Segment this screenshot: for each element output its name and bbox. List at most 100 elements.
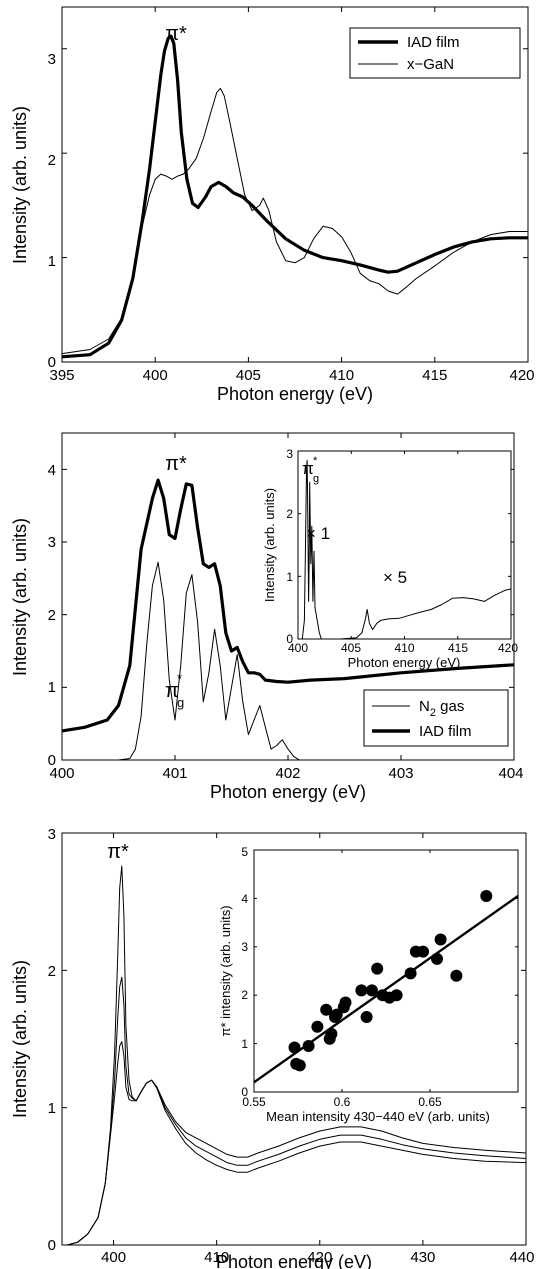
panel-1: 395 400 405 410 415 420 0 1 2 3 Photon e…	[10, 6, 535, 404]
panel-2-series-2-line	[61, 478, 515, 733]
panel-3-ticks	[62, 832, 527, 1246]
panel-1-x-tick-label: 395	[49, 367, 74, 384]
panel-3-inset-point	[360, 1011, 373, 1023]
panel-3-y-tick-label: 1	[48, 1100, 56, 1117]
panel-2-x-axis-title: Photon energy (eV)	[210, 782, 366, 802]
panel-2-inset-ticks	[297, 450, 512, 640]
panel-1-pi-star-label: π*	[165, 23, 187, 45]
panel-1-y-tick-label: 1	[48, 253, 56, 270]
panel-1-y-tick-label: 0	[48, 354, 56, 371]
panel-3-series-3-line	[67, 1041, 527, 1246]
panel-3-inset-y-tick-label: 1	[241, 1037, 248, 1051]
panel-2-y-tick-label: 2	[48, 607, 56, 624]
panel-2-inset: 400 405 410 415 420 0 1 2 3 Photon energ…	[262, 447, 518, 670]
panel-2-legend-n2-suffix: gas	[436, 698, 464, 715]
panel-2-series-layer	[61, 478, 515, 761]
panel-3-inset-point	[365, 984, 378, 997]
panel-3-inset-x-tick-label: 0.55	[242, 1095, 266, 1109]
panel-2-inset-pi-g-sup: *	[313, 455, 318, 467]
panel-3-inset-x-axis-title: Mean intensity 430−440 eV (arb. units)	[266, 1109, 490, 1124]
panel-1-x-axis-title: Photon energy (eV)	[217, 384, 373, 404]
panel-1-legend-box	[349, 27, 521, 79]
panel-3-y-tick-label: 0	[48, 1237, 56, 1254]
panel-3-inset-point	[417, 945, 429, 958]
panel-2-y-tick-label: 1	[48, 679, 56, 696]
panel-2-legend-n2-sub: 2	[430, 707, 436, 719]
panel-2-inset-series-layer	[298, 459, 512, 640]
panel-3-inset-point	[288, 1041, 301, 1054]
panel-1-y-axis-title: Intensity (arb. units)	[10, 106, 30, 264]
panel-3-y-axis-title: Intensity (arb. units)	[10, 960, 30, 1118]
panel-3-x-tick-label: 400	[101, 1249, 126, 1266]
panel-2-inset-times-5-label: × 5	[383, 568, 407, 587]
panel-2-pi-g-base: π	[165, 680, 179, 702]
panel-2-inset-pi-g-sub: g	[313, 473, 319, 485]
panel-3-inset-point	[302, 1040, 315, 1052]
panel-3-series-layer	[67, 865, 527, 1246]
panel-2-inset-pi-g-star-label: π g *	[302, 455, 319, 485]
panel-2-series-1-line	[62, 561, 514, 761]
panel-1-y-tick-label: 2	[48, 152, 56, 169]
panel-3-inset-ticks	[253, 849, 518, 1093]
panel-2-x-tick-label: 403	[388, 765, 413, 782]
panel-3-pi-star-label: π*	[107, 841, 129, 863]
panel-2-inset-x-tick-label: 420	[498, 641, 518, 655]
panel-2-y-axis-title: Intensity (arb. units)	[10, 518, 30, 676]
panel-3-inset-marks-layer	[253, 890, 519, 1084]
panel-2-pi-g-sup: *	[177, 671, 182, 686]
panel-1-legend: IAD film x−GaN	[349, 27, 521, 79]
panel-3-y-tick-label: 2	[48, 963, 56, 980]
panel-1-legend-label-iad: IAD film	[407, 34, 460, 51]
panel-2-pi-g-star-label: π g *	[165, 671, 184, 710]
panel-3-inset-point	[325, 1027, 338, 1040]
panel-1-x-tick-label: 415	[422, 367, 447, 384]
panel-3-inset-y-tick-label: 2	[241, 988, 248, 1002]
panel-2-pi-g-sub: g	[177, 695, 184, 710]
panel-1-legend-label-gan: x−GaN	[407, 56, 454, 73]
panel-3-inset-point	[434, 933, 447, 946]
panel-3-x-tick-label: 420	[307, 1249, 332, 1266]
panel-2-inset-y-tick-label: 2	[286, 507, 293, 521]
panel-3-inset-point	[480, 890, 493, 902]
panel-2-inset-background	[298, 451, 511, 639]
panel-3-inset-y-tick-label: 0	[241, 1085, 248, 1099]
panel-2-y-tick-label: 3	[48, 534, 56, 551]
panel-3-inset-point	[320, 1003, 333, 1016]
panel-1-series-2-line	[61, 87, 528, 355]
panel-3-inset-point	[371, 962, 384, 975]
panel-2-inset-x-tick-label: 400	[288, 641, 308, 655]
panel-2-legend-box	[363, 689, 509, 747]
panel-1-x-tick-label: 410	[329, 367, 354, 384]
panel-1-series-1-line	[61, 34, 528, 359]
panel-2-inset-series-1-line	[298, 459, 512, 640]
panel-2-pi-star-label: π*	[165, 453, 187, 475]
panel-2-inset-pi-g-base: π	[302, 459, 314, 478]
panel-2: 400 401 402 403 404 0 1 2 3 4 Photon ene…	[10, 432, 524, 802]
panel-3-inset-y-tick-label: 5	[241, 845, 248, 859]
panel-1-series-layer	[61, 34, 528, 359]
panel-3-x-tick-label: 440	[509, 1249, 534, 1266]
panel-2-legend-label-iad: IAD film	[419, 723, 472, 740]
panel-2-inset-times-1-label: × 1	[306, 524, 330, 543]
panel-2-y-tick-label: 4	[48, 462, 56, 479]
panel-2-inset-x-axis-title: Photon energy (eV)	[348, 655, 461, 670]
panel-3-x-axis-title: Photon energy (eV)	[216, 1252, 372, 1269]
panel-3-series-2-line	[67, 976, 527, 1246]
panel-3-inset-point	[450, 969, 463, 982]
panel-3-plot-area	[61, 832, 527, 1246]
panel-3-inset-x-tick-label: 0.65	[418, 1095, 442, 1109]
panel-3-y-tick-label: 3	[48, 826, 56, 843]
panel-3-inset: 0.55 0.6 0.65 0 1 2 3 4 5 Mean intensity…	[218, 845, 519, 1124]
panel-2-x-tick-label: 400	[49, 765, 74, 782]
panel-2-inset-y-tick-label: 0	[286, 632, 293, 646]
panel-3-inset-point	[355, 984, 368, 997]
panel-1-ticks	[61, 7, 529, 363]
panel-3-inset-point	[311, 1020, 324, 1033]
panel-1-x-tick-label: 420	[509, 367, 534, 384]
panel-3-inset-point	[404, 967, 417, 980]
panel-3-inset-y-tick-label: 4	[241, 892, 248, 906]
panel-1-plot-area	[61, 6, 529, 363]
panel-3-inset-point	[390, 989, 403, 1002]
panel-3-x-tick-label: 410	[204, 1249, 229, 1266]
